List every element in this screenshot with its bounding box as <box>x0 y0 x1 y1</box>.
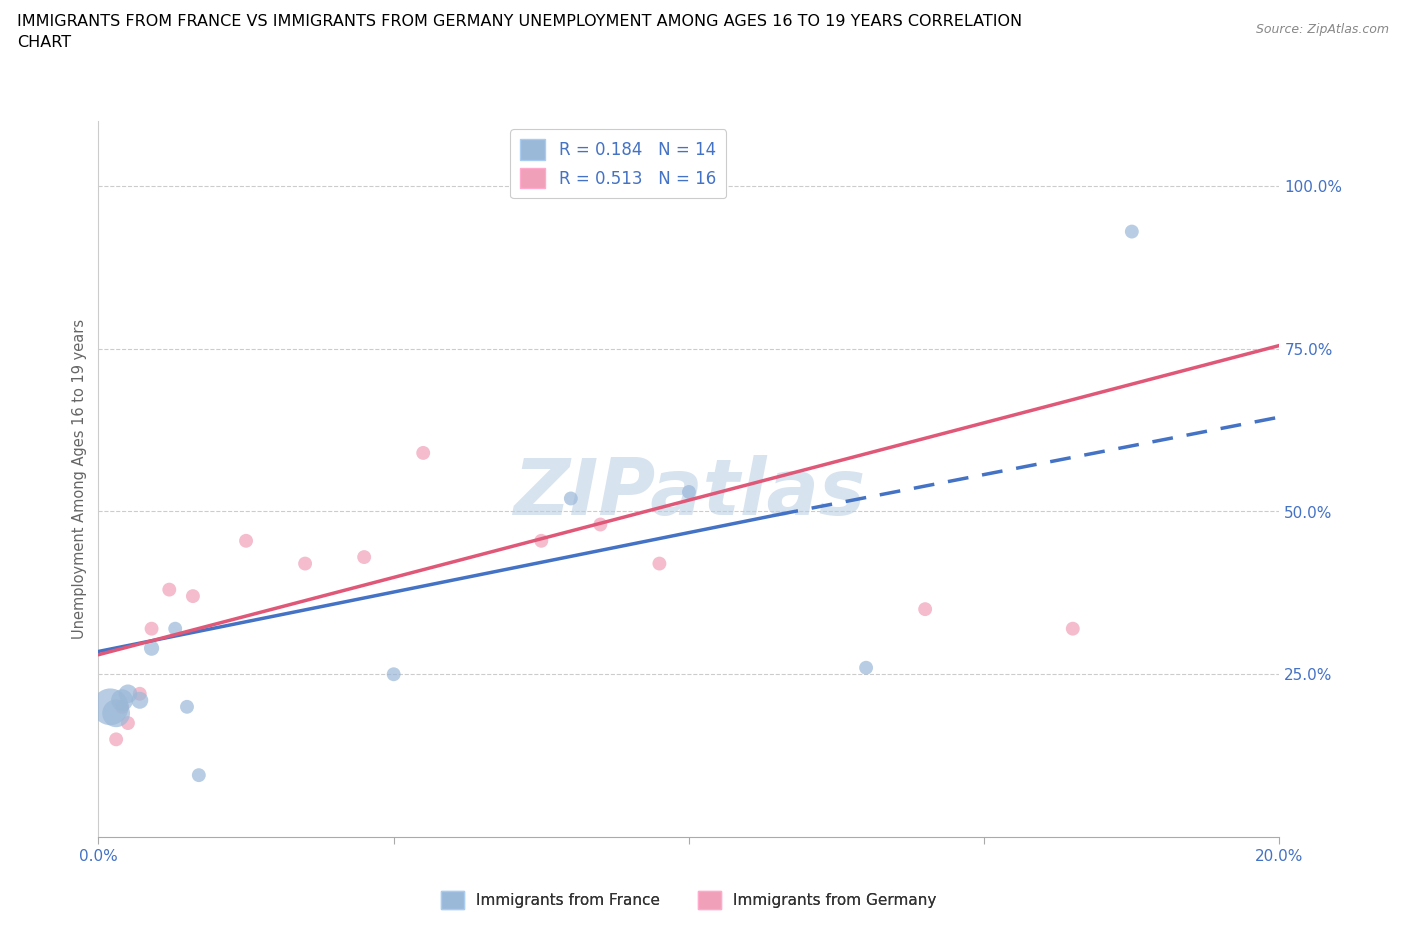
Legend: Immigrants from France, Immigrants from Germany: Immigrants from France, Immigrants from … <box>434 884 943 915</box>
Point <box>530 534 553 549</box>
Point <box>111 693 134 708</box>
Text: ZIPatlas: ZIPatlas <box>513 456 865 531</box>
Point <box>294 556 316 571</box>
Point <box>382 667 405 682</box>
Point <box>678 485 700 499</box>
Point <box>98 699 121 714</box>
Point <box>105 732 128 747</box>
Point <box>117 686 139 701</box>
Point <box>235 534 257 549</box>
Point <box>412 445 434 460</box>
Point <box>111 699 134 714</box>
Point <box>1121 224 1143 239</box>
Point <box>181 589 204 604</box>
Point <box>165 621 187 636</box>
Text: CHART: CHART <box>17 35 70 50</box>
Point <box>560 491 582 506</box>
Point <box>176 699 198 714</box>
Point <box>648 556 671 571</box>
Point <box>589 517 612 532</box>
Point <box>353 550 375 565</box>
Point <box>128 686 150 701</box>
Text: Source: ZipAtlas.com: Source: ZipAtlas.com <box>1256 23 1389 36</box>
Text: IMMIGRANTS FROM FRANCE VS IMMIGRANTS FROM GERMANY UNEMPLOYMENT AMONG AGES 16 TO : IMMIGRANTS FROM FRANCE VS IMMIGRANTS FRO… <box>17 14 1022 29</box>
Point <box>855 660 877 675</box>
Point <box>141 641 163 656</box>
Y-axis label: Unemployment Among Ages 16 to 19 years: Unemployment Among Ages 16 to 19 years <box>72 319 87 639</box>
Point <box>157 582 180 597</box>
Point <box>128 693 150 708</box>
Point <box>117 716 139 731</box>
Point <box>914 602 936 617</box>
Point <box>1062 621 1084 636</box>
Point <box>141 621 163 636</box>
Point <box>105 706 128 721</box>
Point <box>187 768 209 783</box>
